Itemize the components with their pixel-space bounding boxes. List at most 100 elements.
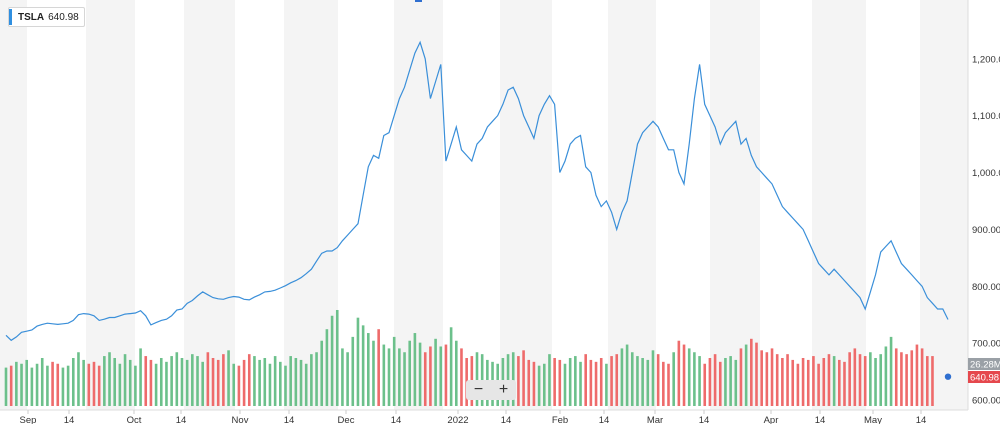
- volume-bar: [392, 336, 396, 406]
- volume-bar: [341, 348, 344, 406]
- volume-bar: [636, 356, 639, 406]
- volume-bar: [144, 356, 148, 406]
- price-line: [5, 40, 949, 342]
- volume-bar: [527, 359, 531, 406]
- volume-bar: [372, 340, 375, 406]
- volume-bar: [786, 354, 789, 406]
- volume-bar: [858, 354, 862, 406]
- zoom-out-button[interactable]: −: [473, 381, 484, 398]
- volume-bar: [330, 315, 334, 406]
- volume-bar: [905, 354, 908, 406]
- volume-bar: [40, 358, 44, 406]
- volume-bar: [191, 354, 194, 406]
- volume-bar: [682, 344, 686, 406]
- volume-bar: [351, 336, 355, 406]
- volume-bar: [320, 340, 324, 406]
- volume-bar: [806, 359, 810, 406]
- volume-bar: [123, 354, 127, 406]
- volume-bar: [439, 346, 443, 406]
- volume-bar: [97, 365, 101, 406]
- volume-bar: [247, 354, 251, 406]
- volume-bar: [387, 348, 391, 406]
- volume-bar: [273, 356, 277, 406]
- volume-bar: [838, 359, 841, 406]
- volume-bar: [610, 356, 613, 406]
- volume-bar: [268, 363, 272, 406]
- volume-bar: [346, 352, 349, 406]
- volume-bar: [434, 338, 437, 406]
- volume-bar: [263, 358, 267, 406]
- volume-bar: [511, 352, 515, 406]
- x-tick-label: 14: [815, 415, 826, 424]
- volume-bar: [915, 344, 919, 406]
- volume-bar: [755, 342, 758, 406]
- volume-bar: [304, 363, 308, 406]
- volume-bar: [103, 356, 106, 406]
- volume-bar: [232, 363, 236, 406]
- legend-price: 640.98: [48, 11, 79, 23]
- x-tick-label: 14: [391, 415, 402, 424]
- volume-bar: [646, 359, 650, 406]
- volume-bar: [149, 359, 153, 406]
- volume-bar: [315, 352, 318, 406]
- volume-bar: [615, 354, 619, 406]
- volume-bar: [718, 361, 722, 406]
- volume-bar: [765, 352, 769, 406]
- volume-bar: [672, 352, 675, 406]
- volume-bar: [884, 346, 888, 406]
- volume-bar: [760, 350, 763, 406]
- volume-bar: [413, 333, 417, 406]
- volume-bar: [289, 356, 292, 406]
- volume-bar: [258, 359, 261, 406]
- volume-bar: [423, 352, 427, 406]
- volume-bar: [641, 358, 644, 406]
- volume-bar: [361, 325, 365, 406]
- volume-bar: [201, 361, 204, 406]
- volume-bar: [739, 348, 743, 406]
- volume-badge: 26.28M: [968, 358, 1000, 371]
- last-price-dot: [944, 373, 952, 380]
- volume-bar: [920, 348, 924, 406]
- volume-bar: [382, 344, 386, 406]
- volume-bar: [429, 346, 432, 406]
- zoom-in-button[interactable]: +: [498, 381, 509, 398]
- volume-bar: [460, 348, 463, 406]
- band: [812, 0, 866, 410]
- volume-bar: [900, 352, 903, 406]
- y-tick-label: 1,200.00: [972, 54, 1000, 65]
- volume-bar: [335, 310, 339, 406]
- legend-chip[interactable]: TSLA 640.98: [8, 7, 85, 27]
- band: [608, 0, 656, 410]
- y-tick-label: 600.00: [972, 396, 1000, 407]
- volume-bar: [894, 348, 898, 406]
- x-tick-label: 14: [284, 415, 295, 424]
- x-tick-label: Feb: [552, 415, 568, 424]
- volume-bar: [662, 361, 665, 406]
- volume-bar: [77, 352, 80, 406]
- volume-bar: [703, 363, 707, 406]
- volume-bar: [9, 365, 13, 406]
- band: [86, 0, 135, 410]
- volume-bar: [848, 352, 851, 406]
- volume-bar: [175, 352, 179, 406]
- volume-badge-label: 26.28M: [970, 360, 1000, 371]
- y-axis: 600.00 700.00 800.00 900.00 1,000.00 1,100.00…: [972, 54, 1000, 406]
- volume-bar: [827, 354, 831, 406]
- volume-bar: [475, 352, 479, 406]
- x-tick-label: Dec: [338, 415, 355, 424]
- volume-bar: [594, 361, 598, 406]
- volume-bar: [398, 348, 401, 406]
- volume-bar: [869, 352, 872, 406]
- volume-bar: [801, 358, 805, 406]
- volume-bar: [20, 363, 23, 406]
- volume-bar: [667, 363, 670, 406]
- volume-bar: [548, 354, 551, 406]
- volume-bar: [222, 354, 225, 406]
- volume-bar: [729, 356, 732, 406]
- volume-bar: [796, 363, 800, 406]
- band: [500, 0, 552, 410]
- volume-bar: [165, 361, 168, 406]
- volume-bar: [325, 329, 329, 406]
- volume-bar: [775, 354, 779, 406]
